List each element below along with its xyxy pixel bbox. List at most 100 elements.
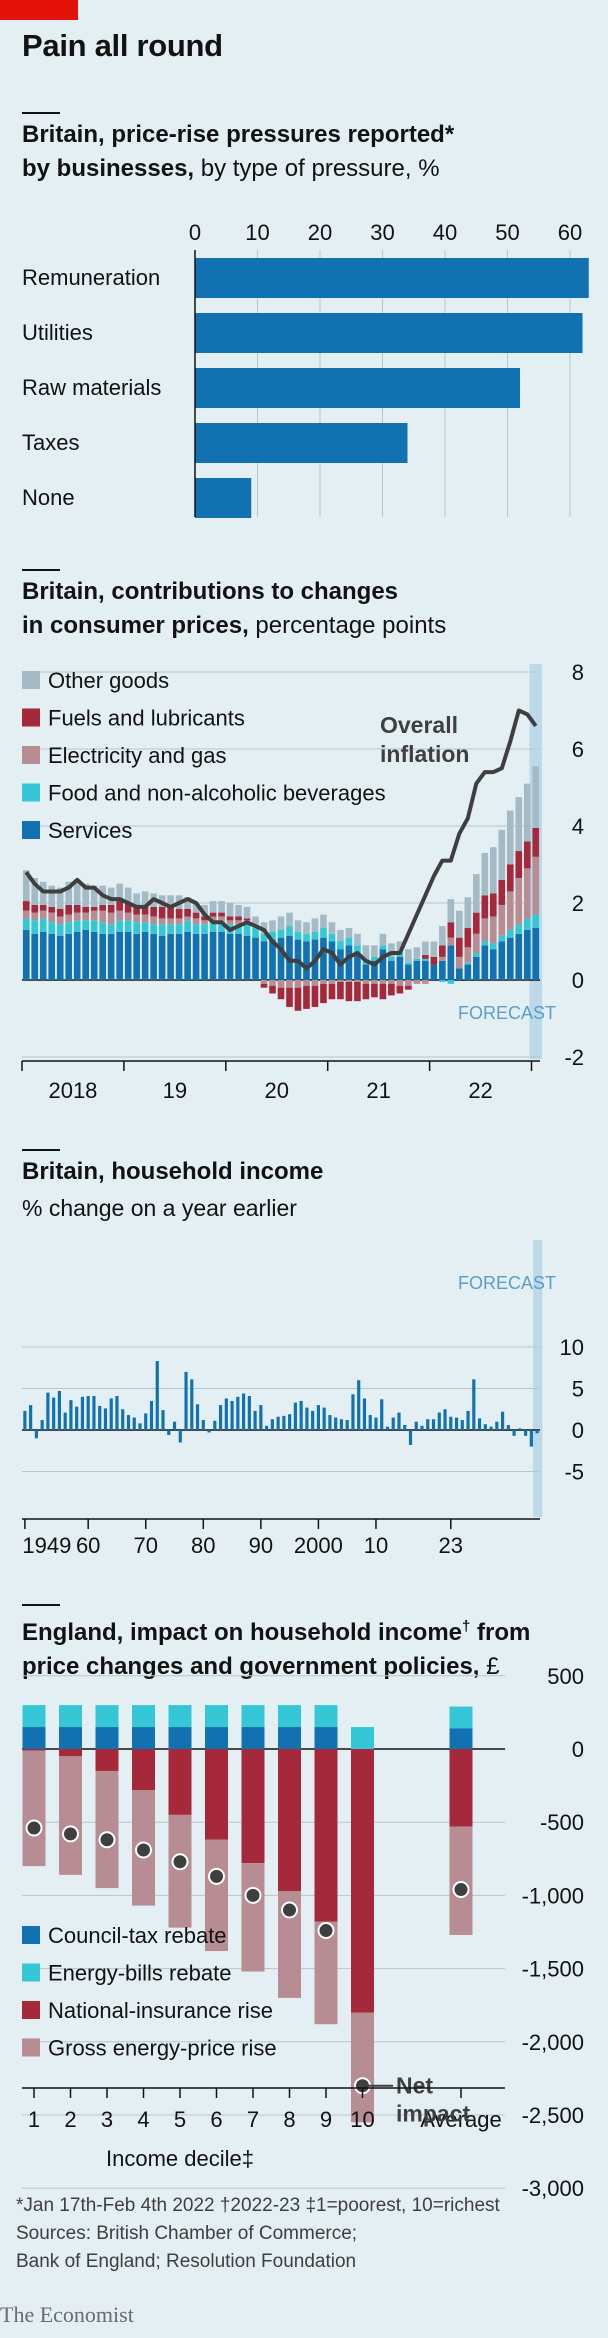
electricity-bar (379, 980, 387, 984)
line-label: inflation (380, 741, 469, 767)
other-bar (277, 916, 285, 930)
net-impact-dot (452, 1881, 470, 1899)
income-bar (288, 1414, 292, 1430)
other-bar (252, 916, 259, 929)
services-bar (252, 937, 259, 980)
impact-bar (22, 1705, 46, 1728)
fuels-bar (39, 904, 47, 911)
fuels-bar (294, 987, 302, 1011)
food-bar (124, 920, 132, 932)
x-tick-label: 10 (245, 220, 269, 245)
x-tick-label: 3 (101, 2107, 113, 2132)
x-tick-label: 2 (64, 2107, 76, 2132)
impact-bar (168, 1814, 192, 1928)
electricity-bar (371, 980, 378, 984)
fuels-bar (311, 985, 319, 1007)
legend-swatch (22, 1963, 40, 1982)
y-tick-label: 0 (572, 1737, 584, 1762)
forecast-label: FORECAST (458, 1003, 556, 1023)
electricity-bar (175, 918, 183, 925)
impact-bar (314, 1921, 338, 2025)
income-bar (443, 1409, 447, 1430)
other-bar (447, 899, 455, 923)
impact-bar (314, 1727, 338, 1749)
net-impact-dot (281, 1901, 298, 1919)
income-bar (138, 1423, 142, 1430)
other-bar (31, 877, 39, 905)
income-bar (305, 1407, 309, 1430)
other-bar (22, 870, 30, 902)
services-bar (22, 929, 30, 980)
net-impact-dot (135, 1841, 152, 1859)
x-tick-label: 10 (350, 2107, 374, 2132)
income-bar (46, 1392, 50, 1430)
line-label: Overall (380, 712, 458, 738)
net-impact-dot (208, 1867, 225, 1885)
food-bar (388, 956, 395, 961)
services-bar (371, 960, 378, 980)
electricity-bar (73, 912, 81, 921)
income-bar (276, 1416, 280, 1430)
services-bar (396, 956, 404, 980)
fuels-bar (65, 904, 73, 915)
income-bar (155, 1361, 159, 1430)
fuels-bar (201, 916, 208, 921)
services-bar (243, 935, 251, 980)
net-impact-label: Net (396, 2073, 433, 2099)
income-bar (121, 1409, 125, 1430)
impact-bar (168, 1749, 192, 1815)
income-bar (34, 1430, 38, 1439)
food-bar (73, 920, 81, 932)
fuels-bar (218, 912, 225, 917)
income-bar (207, 1430, 211, 1433)
page-title: Pain all round (22, 28, 223, 63)
legend-swatch (22, 1926, 40, 1944)
other-bar (413, 947, 421, 959)
x-tick-label: 10 (364, 1533, 388, 1558)
impact-bar (314, 1705, 338, 1728)
income-bar (466, 1410, 470, 1430)
x-tick-label: 8 (283, 2107, 295, 2132)
fuels-bar (116, 901, 123, 911)
food-bar (405, 962, 412, 965)
food-bar (379, 945, 387, 950)
food-bar (107, 924, 115, 934)
x-tick-label: 1 (28, 2107, 40, 2132)
legend-swatch (22, 708, 40, 727)
electricity-bar (235, 920, 242, 925)
fuels-bar (175, 908, 183, 919)
x-tick-label: 2018 (48, 1078, 97, 1103)
x-tick-label: 50 (495, 220, 519, 245)
income-bar (195, 1404, 200, 1430)
y-tick-label: -1,000 (522, 1883, 584, 1908)
electricity-bar (422, 980, 429, 984)
net-impact-dot (317, 1922, 335, 1940)
food-bar (201, 924, 208, 934)
sources-line: Bank of England; Resolution Foundation (16, 2251, 357, 2272)
services-bar (277, 937, 285, 980)
food-bar (167, 924, 174, 934)
income-bar (351, 1394, 355, 1430)
income-bar (460, 1420, 464, 1430)
income-bar (247, 1395, 251, 1430)
impact-bar (278, 1891, 301, 1998)
food-bar (532, 914, 540, 929)
food-bar (56, 924, 64, 936)
other-bar (464, 897, 472, 929)
food-bar (354, 945, 361, 954)
fuels-bar (405, 985, 412, 990)
electricity-bar (141, 914, 149, 923)
food-bar (506, 929, 514, 938)
income-bar (483, 1424, 487, 1430)
electricity-bar (99, 910, 106, 923)
other-bar (354, 933, 361, 946)
x-tick-label: 5 (174, 2107, 186, 2132)
impact-bar (449, 1706, 473, 1729)
food-bar (371, 956, 378, 961)
services-bar (269, 939, 276, 980)
income-bar (311, 1410, 315, 1430)
income-bar (426, 1419, 430, 1430)
other-bar (201, 904, 208, 917)
income-bar (253, 1410, 257, 1430)
fuels-bar (523, 841, 531, 869)
